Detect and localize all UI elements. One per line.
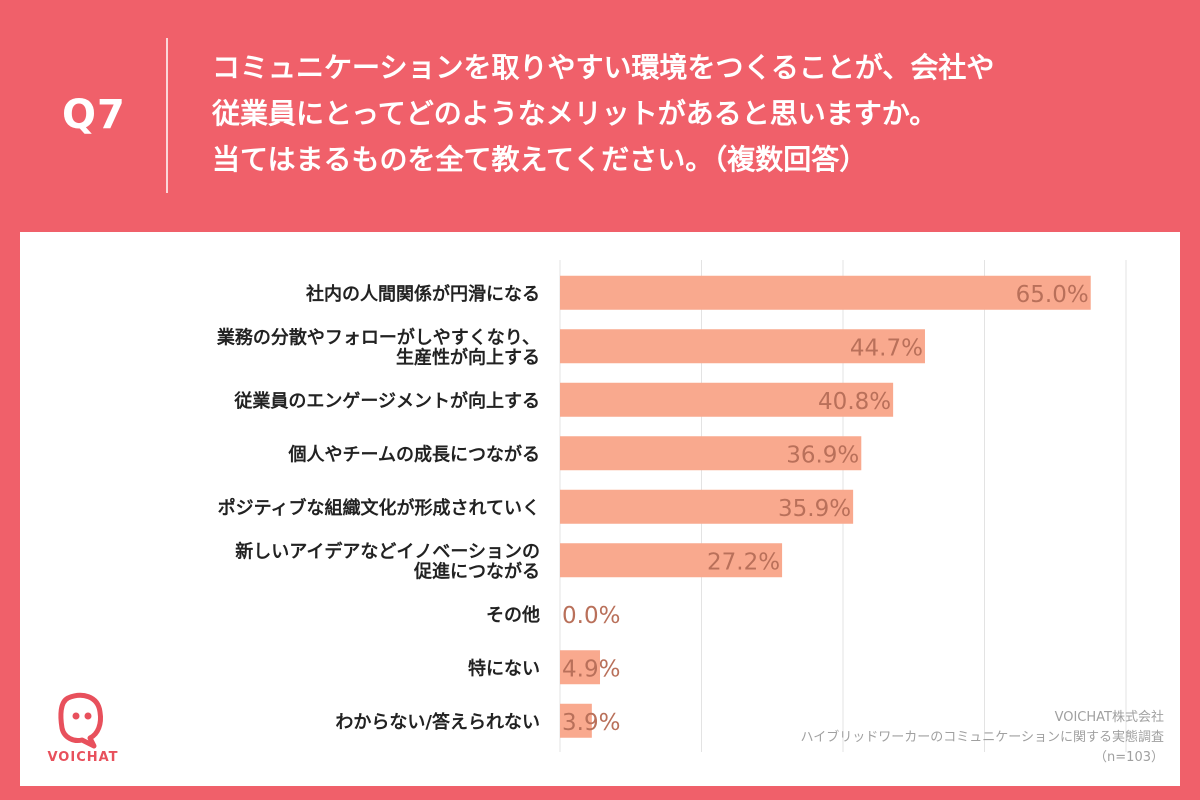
question-line-3: 当てはまるものを全て教えてください。（複数回答） xyxy=(212,143,868,176)
voichat-logo: VOICHAT xyxy=(38,690,128,770)
category-label: わからない/答えられない xyxy=(335,711,540,733)
bar xyxy=(560,650,601,685)
category-label: 新しいアイデアなどイノベーションの xyxy=(235,540,540,562)
category-label: 特にない xyxy=(468,657,540,679)
category-label: 促進につながる xyxy=(413,560,540,582)
question-text: コミュニケーションを取りやすい環境をつくることが、会社や 従業員にとってどのよう… xyxy=(212,45,1182,183)
question-number: Q7 xyxy=(62,92,126,138)
voichat-logo-icon xyxy=(58,692,103,749)
question-line-2: 従業員にとってどのようなメリットがあると思いますか。 xyxy=(212,97,938,130)
value-label: 35.9% xyxy=(778,496,851,522)
bar-chart: 65.0% 社内の人間関係が円滑になる 44.7% 業務の分散やフォローがしやすくなり… xyxy=(216,260,1127,752)
source-company: VOICHAT株式会社 xyxy=(1054,710,1164,725)
value-label: 44.7% xyxy=(850,335,923,361)
category-label: 生産性が向上する xyxy=(396,346,540,368)
source-note: VOICHAT株式会社 ハイブリッドワーカーのコミュニケーションに関する実態調査… xyxy=(801,708,1164,768)
bar xyxy=(560,436,862,471)
value-label: 4.9% xyxy=(562,656,620,682)
category-label: 従業員のエンゲージメントが向上する xyxy=(233,390,540,412)
value-label: 27.2% xyxy=(707,549,780,575)
source-sample: （n=103） xyxy=(1094,750,1164,765)
chart-card: 65.0% 社内の人間関係が円滑になる 44.7% 業務の分散やフォローがしやすくなり… xyxy=(20,232,1180,786)
category-label: 社内の人間関係が円滑になる xyxy=(306,283,540,305)
category-label: 業務の分散やフォローがしやすくなり、 xyxy=(216,326,540,348)
bar xyxy=(560,329,925,364)
bar xyxy=(560,489,854,524)
question-header: Q7 コミュニケーションを取りやすい環境をつくることが、会社や 従業員にとってど… xyxy=(0,0,1200,230)
value-label: 40.8% xyxy=(818,389,891,415)
category-label: 個人やチームの成長につながる xyxy=(288,443,540,465)
bar xyxy=(560,382,894,417)
header-divider xyxy=(166,38,168,193)
category-label: ポジティブな組織文化が形成されていく xyxy=(218,497,540,519)
brand-name: VOICHAT xyxy=(47,750,119,765)
value-label: 3.9% xyxy=(562,710,620,736)
value-label: 0.0% xyxy=(562,603,620,629)
category-label: その他 xyxy=(486,604,540,626)
value-label: 36.9% xyxy=(786,442,859,468)
source-survey: ハイブリッドワーカーのコミュニケーションに関する実態調査 xyxy=(800,730,1164,745)
value-label: 65.0% xyxy=(1016,282,1089,308)
bar xyxy=(560,703,592,738)
bar xyxy=(560,543,783,578)
bar xyxy=(560,275,1091,310)
question-line-1: コミュニケーションを取りやすい環境をつくることが、会社や xyxy=(212,51,995,84)
